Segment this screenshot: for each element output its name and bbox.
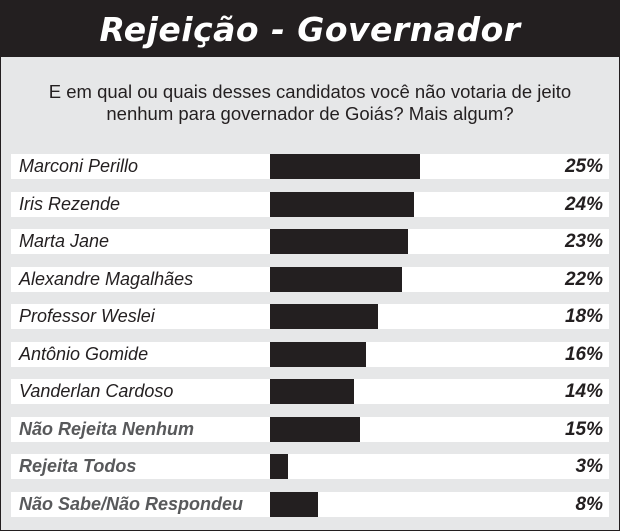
bar bbox=[270, 229, 408, 254]
bar-row: Não Sabe/Não Respondeu 8% bbox=[11, 492, 609, 517]
bar bbox=[270, 417, 360, 442]
value-label: 23% bbox=[564, 231, 603, 252]
bar-row: Vanderlan Cardoso 14% bbox=[11, 379, 609, 404]
bar bbox=[270, 154, 420, 179]
category-label: Rejeita Todos bbox=[19, 456, 137, 476]
category-label: Marconi Perillo bbox=[19, 156, 139, 176]
bar-row: Antônio Gomide 16% bbox=[11, 342, 609, 367]
bar bbox=[270, 192, 414, 217]
category-label: Não Rejeita Nenhum bbox=[19, 419, 195, 439]
survey-question: E em qual ou quais desses candidatos voc… bbox=[48, 81, 572, 124]
bar-row: Marconi Perillo 25% bbox=[11, 154, 609, 179]
category-label: Marta Jane bbox=[19, 231, 110, 251]
value-label: 25% bbox=[564, 156, 603, 177]
header-bar: Rejeição - Governador bbox=[1, 1, 619, 57]
value-label: 3% bbox=[575, 456, 603, 477]
category-label: Vanderlan Cardoso bbox=[19, 381, 174, 401]
value-label: 16% bbox=[564, 344, 603, 365]
value-label: 22% bbox=[564, 269, 603, 290]
bar bbox=[270, 267, 402, 292]
value-label: 8% bbox=[575, 494, 603, 515]
value-label: 14% bbox=[564, 381, 603, 402]
bar-row: Iris Rezende 24% bbox=[11, 192, 609, 217]
bar-row: Professor Weslei 18% bbox=[11, 304, 609, 329]
chart-title: Rejeição - Governador bbox=[99, 9, 521, 49]
category-label: Alexandre Magalhães bbox=[19, 269, 194, 289]
category-label: Iris Rezende bbox=[19, 194, 121, 214]
bar-row: Marta Jane 23% bbox=[11, 229, 609, 254]
bar-row: Alexandre Magalhães 22% bbox=[11, 267, 609, 292]
category-label: Professor Weslei bbox=[19, 306, 155, 326]
value-label: 18% bbox=[564, 306, 603, 327]
bar bbox=[270, 454, 288, 479]
bar bbox=[270, 304, 378, 329]
bar bbox=[270, 342, 366, 367]
value-label: 15% bbox=[564, 419, 603, 440]
bar-row: Não Rejeita Nenhum 15% bbox=[11, 417, 609, 442]
bar bbox=[270, 379, 354, 404]
category-label: Não Sabe/Não Respondeu bbox=[19, 494, 244, 514]
category-label: Antônio Gomide bbox=[19, 344, 149, 364]
bar-row: Rejeita Todos 3% bbox=[11, 454, 609, 479]
value-label: 24% bbox=[564, 194, 603, 215]
bar bbox=[270, 492, 318, 517]
